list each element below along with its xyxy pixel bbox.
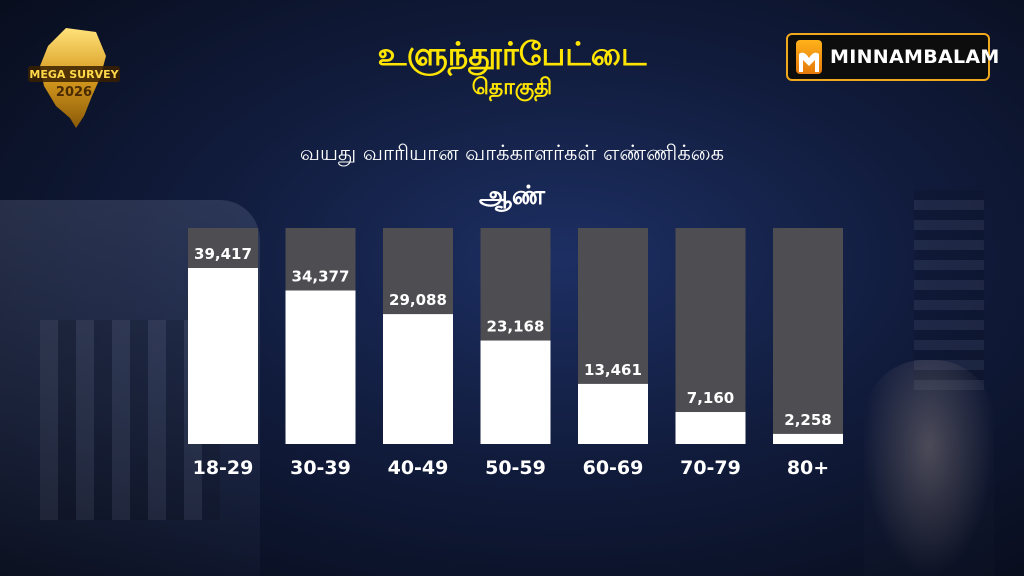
category-label-80+: 80+ [787, 457, 829, 479]
page-title: உளுந்தூர்பேட்டை [377, 35, 647, 73]
bar-track-70-79 [675, 228, 746, 444]
bar-40-49 [383, 314, 453, 444]
page-subtitle: தொகுதி [471, 75, 553, 100]
value-label-70-79: 7,160 [687, 389, 734, 407]
background-voter-hand [864, 360, 994, 576]
bar-30-39 [285, 290, 356, 444]
category-label-40-49: 40-49 [388, 457, 449, 479]
mega-survey-logo: MEGA SURVEY 2026 [26, 26, 122, 130]
mega-survey-text: MEGA SURVEY [29, 68, 119, 81]
value-label-30-39: 34,377 [292, 268, 350, 286]
category-label-50-59: 50-59 [485, 457, 546, 479]
bar-60-69 [578, 383, 648, 444]
value-label-18-29: 39,417 [194, 245, 252, 263]
category-label-70-79: 70-79 [680, 457, 741, 479]
bar-50-59 [480, 340, 551, 444]
value-label-50-59: 23,168 [487, 318, 545, 336]
value-label-40-49: 29,088 [389, 291, 447, 309]
minnambalam-brand: MINNAMBALAM [786, 33, 999, 81]
chart-title: வயது வாரியான வாக்காளர்கள் எண்ணிக்கை [299, 141, 725, 165]
minnambalam-logo-icon [796, 40, 822, 74]
bar-18-29 [188, 268, 258, 444]
bar-70-79 [675, 412, 746, 444]
chart-gender-label: ஆண் [479, 181, 545, 211]
background-tower [914, 190, 984, 390]
value-label-80+: 2,258 [784, 411, 831, 429]
bar-track-80+ [773, 228, 843, 444]
category-label-30-39: 30-39 [290, 457, 351, 479]
category-label-60-69: 60-69 [583, 457, 644, 479]
category-label-18-29: 18-29 [193, 457, 254, 479]
bar-80+ [773, 433, 843, 444]
brand-name: MINNAMBALAM [830, 46, 1000, 68]
mega-survey-year: 2026 [56, 85, 92, 100]
value-label-60-69: 13,461 [584, 361, 642, 379]
